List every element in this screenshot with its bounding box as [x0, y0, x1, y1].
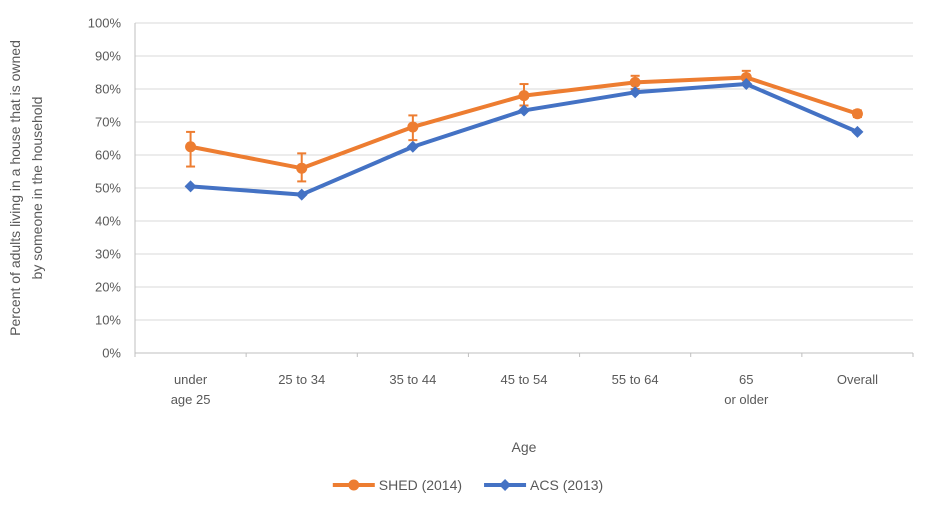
x-category-label: 25 to 34 — [278, 372, 325, 387]
data-point-marker — [629, 76, 641, 88]
x-category-label: under — [174, 372, 208, 387]
legend-label: ACS (2013) — [530, 477, 603, 493]
y-tick-label: 0% — [102, 346, 121, 361]
y-axis-title-line: by someone in the household — [29, 97, 45, 280]
data-point-marker — [184, 180, 197, 193]
data-point-marker — [407, 121, 419, 133]
data-point-marker — [740, 71, 752, 83]
gridlines — [135, 22, 913, 321]
series-shed-2014 — [185, 69, 863, 183]
data-point-marker — [406, 140, 419, 153]
data-point-marker — [740, 78, 753, 91]
y-tick-label: 60% — [95, 148, 121, 163]
x-category-label: 45 to 54 — [501, 372, 548, 387]
x-category-label: age 25 — [171, 392, 211, 407]
y-tick-label: 20% — [95, 280, 121, 295]
x-category-label: 65 — [739, 372, 753, 387]
legend: SHED (2014) ACS (2013) — [332, 477, 603, 493]
data-point-marker — [518, 104, 530, 117]
legend-marker-diamond — [499, 479, 512, 491]
x-category-label: or older — [724, 392, 769, 407]
legend-label: SHED (2014) — [379, 477, 462, 493]
legend-item-acs-2013: ACS (2013) — [484, 477, 603, 493]
data-point-marker — [295, 188, 308, 201]
y-tick-label: 30% — [95, 247, 121, 262]
legend-marker-circle — [348, 479, 360, 491]
y-tick-label: 70% — [95, 115, 121, 130]
x-axis-ticks — [134, 353, 914, 357]
x-axis-title: Age — [512, 439, 537, 455]
y-tick-label: 40% — [95, 214, 121, 229]
data-point-marker — [185, 141, 197, 153]
y-tick-label: 10% — [95, 313, 121, 328]
y-axis-tick-labels: 0% 10% 20% 30% 40% 50% 60% 70% 80% 90% 100% — [88, 16, 122, 361]
data-point-marker — [851, 108, 863, 120]
data-point-marker — [518, 90, 530, 102]
data-point-marker — [629, 86, 642, 99]
y-tick-label: 50% — [95, 181, 121, 196]
y-tick-label: 100% — [88, 16, 122, 31]
legend-item-shed-2014: SHED (2014) — [332, 477, 462, 493]
x-category-label: 55 to 64 — [612, 372, 659, 387]
y-tick-label: 90% — [95, 49, 121, 64]
x-category-label: Overall — [837, 372, 878, 387]
y-axis-title-line: Percent of adults living in a house that… — [7, 40, 23, 336]
y-tick-label: 80% — [95, 82, 121, 97]
x-category-labels: under age 25 25 to 34 35 to 44 45 to 54 55 to… — [171, 372, 878, 407]
data-point-marker — [851, 125, 864, 138]
data-point-marker — [296, 162, 308, 174]
x-category-label: 35 to 44 — [389, 372, 436, 387]
series-acs-2013 — [184, 78, 864, 201]
